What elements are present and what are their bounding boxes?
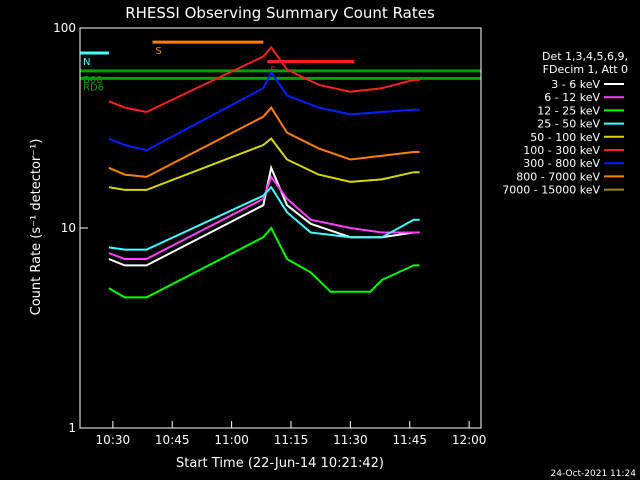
plot-frame [79,27,482,429]
series-line-1 [108,174,420,260]
y-tick-label-1: 10 [61,221,76,235]
series-line-4 [108,137,420,191]
legend-label-3: 25 - 50 keV [537,118,600,131]
marker-label-4: RD6 [83,82,104,93]
y-tick-label-2: 100 [53,21,76,35]
legend-title-0: Det 1,3,4,5,6,9, [542,50,628,63]
x-tick-label-1: 10:45 [155,433,190,447]
marker-label-3: B00 [83,75,103,86]
marker-label-1: N [83,57,90,68]
legend-label-7: 800 - 7000 keV [516,170,600,183]
legend-label-4: 50 - 100 keV [530,131,600,144]
legend-label-0: 3 - 6 keV [551,78,600,91]
y-axis-label: Count Rate (s⁻¹ detector⁻¹) [29,139,44,316]
y-tick-label-0: 1 [68,421,76,435]
series-line-7 [108,105,420,178]
marker-label-0: S [155,46,161,57]
legend-label-2: 12 - 25 keV [537,104,600,117]
x-tick-label-6: 12:00 [452,433,487,447]
x-tick-label-0: 10:30 [96,433,131,447]
x-axis-label: Start Time (22-Jun-14 10:21:42) [176,456,384,471]
series-line-2 [108,226,420,299]
legend-label-8: 7000 - 15000 keV [502,184,600,197]
legend-title-1: FDecim 1, Att 0 [543,63,628,76]
x-tick-label-2: 11:00 [214,433,249,447]
series-line-5 [108,45,420,114]
legend: Det 1,3,4,5,6,9,FDecim 1, Att 0 3 - 6 keV… [502,50,628,197]
instrument-state-markers: SNFB00RD6 [80,40,481,93]
legend-label-1: 6 - 12 keV [544,91,600,104]
series-line-3 [108,185,420,251]
footer-date: 24-Oct-2021 11:24 [551,469,637,479]
legend-label-6: 300 - 800 keV [523,157,600,170]
axes: 10:30 10:45 11:00 11:15 11:30 11:45 12:00 1 10 10… [53,21,486,447]
chart-title: RHESSI Observing Summary Count Rates [125,4,435,22]
series-line-6 [108,70,420,152]
series-lines [108,45,420,299]
x-tick-label-3: 11:15 [274,433,309,447]
x-tick-label-4: 11:30 [333,433,368,447]
series-line-0 [108,164,420,267]
legend-label-5: 100 - 300 keV [523,144,600,157]
x-tick-label-5: 11:45 [392,433,427,447]
